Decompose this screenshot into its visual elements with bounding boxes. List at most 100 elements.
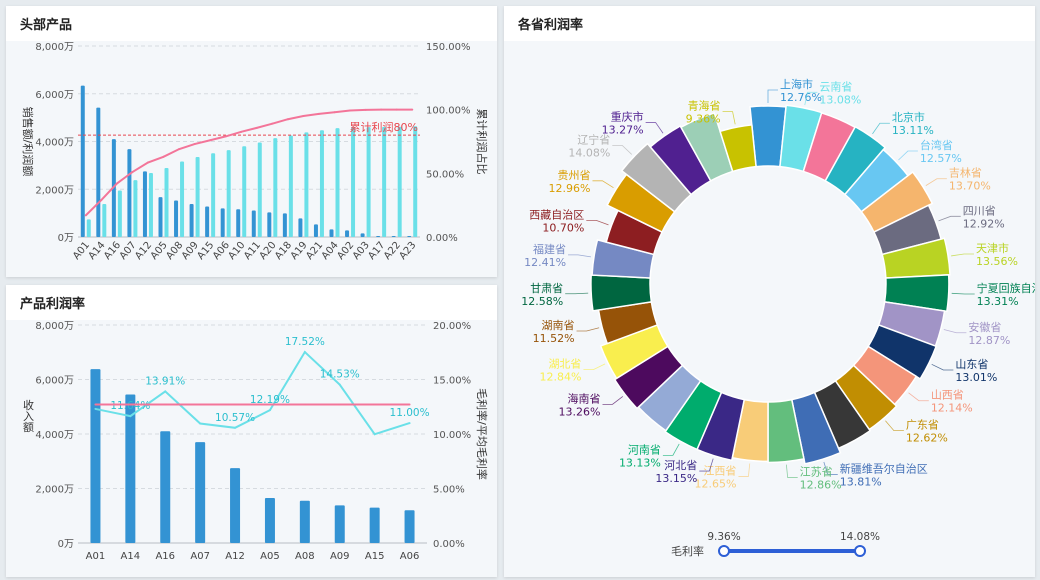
bar[interactable] [313, 224, 318, 237]
bar[interactable] [267, 212, 272, 237]
line-point[interactable] [380, 108, 383, 111]
bar[interactable] [360, 233, 365, 237]
line-point[interactable] [255, 126, 258, 129]
bar[interactable] [226, 150, 231, 237]
line-point[interactable] [199, 422, 202, 425]
bar[interactable] [335, 128, 340, 237]
line-point[interactable] [164, 390, 167, 393]
rose-slice[interactable] [664, 379, 723, 451]
line-point[interactable] [303, 351, 306, 354]
range-filter-max-handle[interactable] [854, 545, 866, 557]
rose-slice[interactable] [790, 391, 842, 465]
rose-slice[interactable] [649, 124, 712, 196]
bar[interactable] [391, 236, 396, 237]
rose-slice[interactable] [599, 324, 669, 380]
bar[interactable] [174, 200, 179, 237]
bar[interactable] [299, 500, 310, 543]
bar[interactable] [382, 126, 387, 237]
bar[interactable] [251, 210, 256, 237]
bar[interactable] [298, 218, 303, 237]
bar[interactable] [205, 206, 210, 237]
line-point[interactable] [303, 403, 306, 406]
line-point[interactable] [129, 403, 132, 406]
line-point[interactable] [373, 433, 376, 436]
line-point[interactable] [234, 403, 237, 406]
bar[interactable] [117, 190, 122, 237]
bar[interactable] [86, 219, 91, 237]
range-filter-min-handle[interactable] [718, 545, 730, 557]
line-point[interactable] [234, 426, 237, 429]
bar[interactable] [195, 157, 200, 237]
bar[interactable] [80, 85, 85, 237]
rose-slice[interactable] [767, 398, 805, 464]
line-point[interactable] [240, 130, 243, 133]
line-point[interactable] [268, 403, 271, 406]
line-point[interactable] [268, 409, 271, 412]
bar[interactable] [164, 168, 169, 237]
bar[interactable] [127, 149, 132, 237]
rose-slice[interactable] [590, 274, 653, 312]
bar[interactable] [189, 204, 194, 237]
bar[interactable] [160, 431, 171, 543]
bar[interactable] [195, 442, 206, 543]
bar[interactable] [366, 127, 371, 237]
line-point[interactable] [199, 403, 202, 406]
line-point[interactable] [100, 199, 103, 202]
line-point[interactable] [364, 108, 367, 111]
line-point[interactable] [338, 383, 341, 386]
bar[interactable] [148, 173, 153, 237]
rose-slice[interactable] [620, 142, 693, 213]
bar[interactable] [133, 180, 138, 237]
line-point[interactable] [317, 112, 320, 115]
rose-slice[interactable] [867, 324, 938, 380]
bar[interactable] [407, 236, 412, 237]
rose-slice[interactable] [613, 345, 684, 410]
line-point[interactable] [408, 403, 411, 406]
bar[interactable] [242, 146, 247, 237]
bar[interactable] [257, 142, 262, 237]
line-point[interactable] [146, 161, 149, 164]
rose-slice[interactable] [881, 237, 951, 279]
rose-slice[interactable] [824, 125, 887, 196]
rose-slice[interactable] [719, 123, 757, 173]
line-point[interactable] [94, 403, 97, 406]
line-point[interactable] [131, 171, 134, 174]
bar[interactable] [273, 138, 278, 237]
bar[interactable] [264, 498, 275, 543]
bar[interactable] [329, 229, 334, 237]
line-point[interactable] [193, 143, 196, 146]
bar[interactable] [345, 230, 350, 237]
line-point[interactable] [271, 122, 274, 125]
bar[interactable] [404, 510, 415, 543]
bar[interactable] [413, 126, 418, 237]
line-point[interactable] [338, 403, 341, 406]
bar[interactable] [236, 209, 241, 237]
bar[interactable] [282, 213, 287, 237]
bar[interactable] [102, 204, 107, 237]
line-point[interactable] [395, 108, 398, 111]
line-point[interactable] [408, 422, 411, 425]
line-point[interactable] [162, 155, 165, 158]
line-point[interactable] [164, 403, 167, 406]
line-point[interactable] [224, 135, 227, 138]
bar[interactable] [351, 127, 356, 237]
bar[interactable] [125, 394, 136, 543]
line-point[interactable] [349, 109, 352, 112]
bar[interactable] [220, 208, 225, 237]
line-point[interactable] [94, 407, 97, 410]
bar[interactable] [96, 107, 101, 237]
line-point[interactable] [411, 108, 414, 111]
bar[interactable] [319, 130, 324, 237]
bar[interactable] [369, 507, 380, 543]
rose-slice[interactable] [591, 238, 655, 279]
line-point[interactable] [115, 182, 118, 185]
bar[interactable] [397, 126, 402, 237]
bar[interactable] [142, 171, 147, 237]
bar[interactable] [334, 505, 345, 543]
line-point[interactable] [209, 139, 212, 142]
bar[interactable] [288, 135, 293, 237]
line-point[interactable] [178, 148, 181, 151]
bar[interactable] [211, 153, 216, 237]
line-point[interactable] [302, 115, 305, 118]
line-point[interactable] [84, 214, 87, 217]
